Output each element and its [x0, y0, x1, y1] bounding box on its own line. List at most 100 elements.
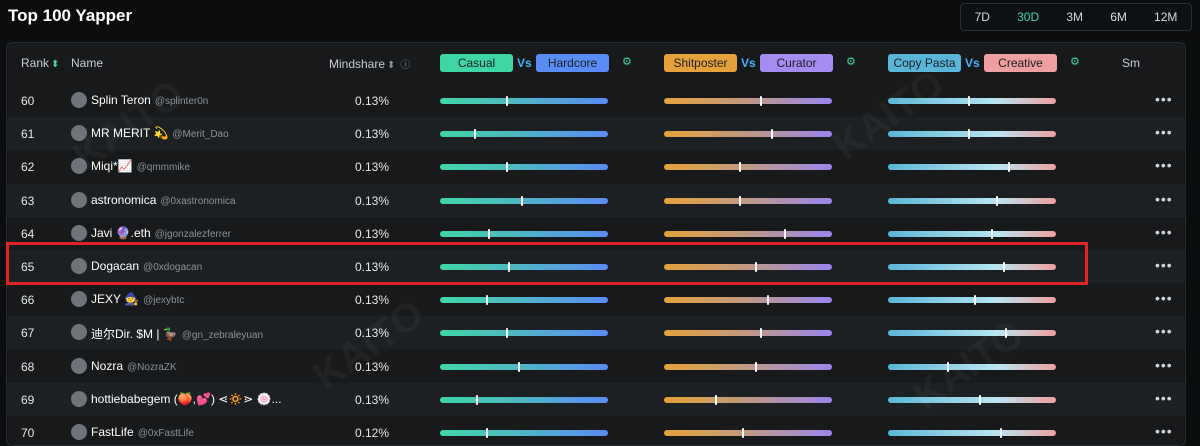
copy-pasta-pill: Copy Pasta [888, 54, 961, 72]
table-row[interactable]: 63 astronomica @0xastronomica 0.13% ••• [7, 183, 1185, 217]
period-tab[interactable]: 30D [1017, 10, 1040, 24]
table-row[interactable]: 70 FastLife @0xFastLife 0.12% ••• [7, 416, 1185, 445]
user-name-cell[interactable]: MR MERIT 💫 @Merit_Dao [91, 126, 229, 140]
avatar[interactable] [71, 158, 87, 175]
table-row[interactable]: 64 Javi 🔮.eth @jgonzalezferrer 0.13% ••• [7, 217, 1185, 250]
mindshare-cell: 0.13% [355, 326, 390, 341]
avatar[interactable] [71, 390, 87, 407]
period-tab[interactable]: 7D [974, 10, 990, 24]
user-name: astronomica [91, 192, 157, 207]
user-name-cell[interactable]: Javi 🔮.eth @jgonzalezferrer [91, 226, 231, 240]
user-name-cell[interactable]: Miqi*📈 @qmmmike [91, 159, 190, 173]
page-title: Top 100 Yapper [8, 6, 133, 25]
user-handle: @jgonzalezferrer [154, 228, 231, 240]
user-handle: @0xFastLife [137, 428, 194, 439]
more-options-icon[interactable]: ••• [1155, 157, 1173, 174]
user-name-cell[interactable]: Splin Teron @splinter0n [91, 93, 208, 107]
table-row[interactable]: 69 hottiebabegem (🍑,💕) ⋖🔅⋗ 🍥... 0.13% ••• [7, 382, 1185, 416]
avatar[interactable] [71, 291, 87, 308]
copypasta-creative-bar [888, 195, 1056, 206]
settings-icon[interactable]: ⚙ [622, 56, 632, 68]
user-name-cell[interactable]: Nozra @NozraZK [91, 359, 177, 373]
mindshare-cell: 0.13% [355, 160, 390, 175]
score-marker [486, 428, 489, 438]
casual-hardcore-bar [440, 328, 608, 339]
period-tab[interactable]: 6M [1110, 10, 1127, 24]
vs-label: Vs [741, 56, 756, 70]
name-header: Name [71, 56, 104, 70]
mindshare-header-label: Mindshare [329, 57, 386, 71]
casual-hardcore-bar [440, 394, 608, 405]
score-marker [738, 195, 741, 206]
avatar[interactable] [71, 92, 87, 108]
avatar[interactable] [71, 125, 87, 142]
score-marker [507, 262, 510, 272]
score-marker [474, 129, 477, 140]
casual-hardcore-bar [440, 361, 608, 372]
table-row[interactable]: 62 Miqi*📈 @qmmmike 0.13% ••• [7, 150, 1185, 183]
rank-cell: 67 [21, 326, 35, 341]
more-options-icon[interactable]: ••• [1155, 389, 1173, 406]
hardcore-pill: Hardcore [536, 54, 609, 72]
user-name-cell[interactable]: astronomica @0xastronomica [91, 193, 236, 207]
sort-icon[interactable]: ⬍ [51, 59, 60, 70]
more-options-icon[interactable]: ••• [1155, 323, 1173, 340]
casual-hardcore-bar [440, 428, 608, 438]
settings-icon[interactable]: ⚙ [1070, 56, 1080, 68]
table-row[interactable]: 65 Dogacan @0xdogacan 0.13% ••• [7, 250, 1185, 283]
user-handle: @qmmmike [136, 162, 191, 174]
more-options-icon[interactable]: ••• [1155, 257, 1173, 273]
period-tab[interactable]: 3M [1066, 10, 1083, 24]
score-marker [715, 394, 718, 405]
avatar[interactable] [71, 191, 87, 208]
avatar[interactable] [71, 224, 87, 241]
rank-cell: 66 [21, 293, 35, 308]
score-marker [475, 394, 478, 405]
rank-header[interactable]: Rank ⬍ [21, 56, 59, 70]
table-row[interactable]: 60 Splin Teron @splinter0n 0.13% ••• [7, 84, 1185, 117]
casual-hardcore-bar [440, 129, 608, 140]
vs-label: Vs [965, 56, 980, 70]
avatar[interactable] [71, 424, 87, 440]
user-name-cell[interactable]: FastLife @0xFastLife [91, 425, 194, 439]
casual-hardcore-bar [440, 228, 608, 239]
period-tab[interactable]: 12M [1154, 10, 1178, 24]
copypasta-creative-bar [888, 428, 1056, 438]
table-row[interactable]: 67 迪尔Dir. $M | 🦆 @gn_zebraleyuan 0.13% ••• [7, 316, 1185, 350]
user-name-cell[interactable]: Dogacan @0xdogacan [91, 259, 202, 273]
mindshare-header[interactable]: Mindshare ⬍ ⓘ [329, 56, 410, 71]
more-options-icon[interactable]: ••• [1155, 290, 1173, 307]
more-options-icon[interactable]: ••• [1155, 223, 1173, 240]
casual-hardcore-bar [440, 262, 608, 272]
score-marker [760, 328, 763, 339]
score-marker [979, 394, 982, 405]
score-marker [991, 228, 994, 239]
copypasta-creative-bar [888, 394, 1056, 405]
table-row[interactable]: 68 Nozra @NozraZK 0.13% ••• [7, 350, 1185, 383]
period-selector: 7D 30D 3M 6M 12M [960, 3, 1192, 31]
rank-cell: 63 [21, 193, 35, 208]
more-options-icon[interactable]: ••• [1155, 91, 1173, 107]
score-marker [741, 428, 744, 438]
score-marker [506, 328, 509, 339]
user-name-cell[interactable]: hottiebabegem (🍑,💕) ⋖🔅⋗ 🍥... [91, 392, 282, 406]
more-options-icon[interactable]: ••• [1155, 356, 1173, 373]
table-row[interactable]: 66 JEXY 🧙 @jexybtc 0.13% ••• [7, 283, 1185, 316]
table-row[interactable]: 61 MR MERIT 💫 @Merit_Dao 0.13% ••• [7, 117, 1185, 151]
user-name-cell[interactable]: JEXY 🧙 @jexybtc [91, 292, 184, 306]
copypasta-creative-bar [888, 328, 1056, 339]
user-handle: @0xdogacan [143, 262, 203, 273]
avatar[interactable] [71, 357, 87, 374]
avatar[interactable] [71, 324, 87, 341]
sort-icon[interactable]: ⬍ [387, 60, 396, 71]
more-options-icon[interactable]: ••• [1155, 124, 1173, 141]
more-options-icon[interactable]: ••• [1155, 423, 1173, 439]
score-marker [967, 129, 970, 140]
score-marker [967, 96, 970, 106]
user-name-cell[interactable]: 迪尔Dir. $M | 🦆 @gn_zebraleyuan [91, 325, 263, 342]
settings-icon[interactable]: ⚙ [846, 56, 856, 68]
more-options-icon[interactable]: ••• [1155, 190, 1173, 207]
info-icon[interactable]: ⓘ [397, 60, 411, 71]
casual-hardcore-bar [440, 162, 608, 173]
avatar[interactable] [71, 258, 87, 274]
